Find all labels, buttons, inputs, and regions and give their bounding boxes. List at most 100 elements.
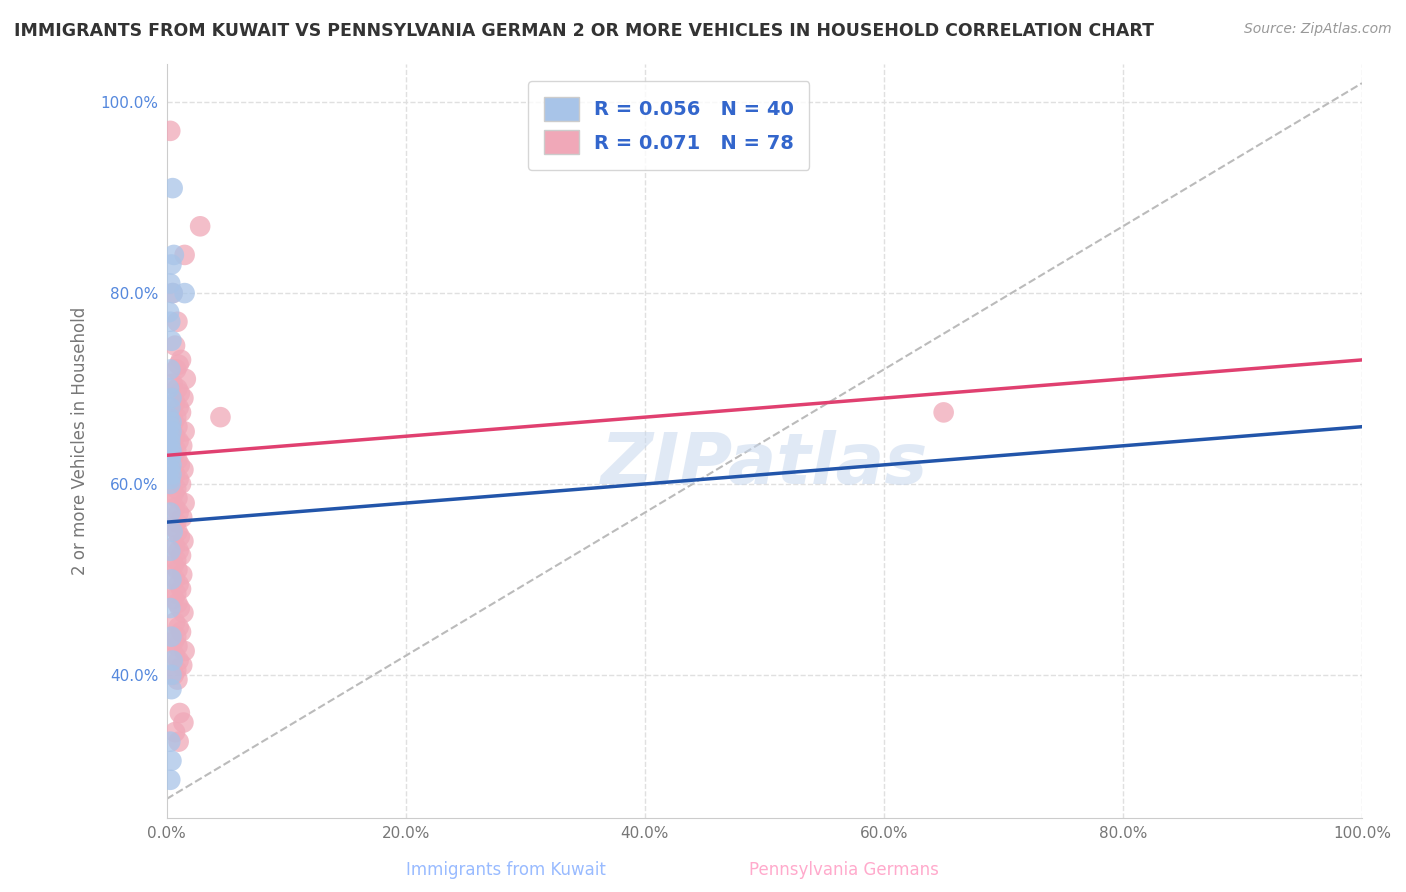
Point bbox=[166, 563, 188, 577]
Point bbox=[162, 376, 184, 391]
Point bbox=[167, 401, 190, 415]
Text: Source: ZipAtlas.com: Source: ZipAtlas.com bbox=[1244, 22, 1392, 37]
Point bbox=[159, 477, 181, 491]
Point bbox=[166, 524, 188, 539]
Point bbox=[166, 491, 188, 506]
Point bbox=[159, 772, 181, 787]
Point bbox=[165, 396, 187, 410]
Point bbox=[165, 410, 187, 425]
Point bbox=[165, 663, 187, 677]
Point bbox=[160, 415, 183, 429]
Point bbox=[166, 673, 188, 687]
Point bbox=[172, 715, 194, 730]
Point bbox=[165, 630, 187, 644]
Point bbox=[172, 606, 194, 620]
Point bbox=[165, 553, 187, 567]
Text: Immigrants from Kuwait: Immigrants from Kuwait bbox=[406, 861, 606, 879]
Point bbox=[174, 372, 197, 386]
Point bbox=[159, 439, 181, 453]
Point bbox=[932, 405, 955, 419]
Point bbox=[160, 682, 183, 697]
Point bbox=[165, 467, 187, 482]
Point bbox=[167, 653, 190, 667]
Point bbox=[160, 754, 183, 768]
Point bbox=[167, 543, 190, 558]
Point bbox=[209, 410, 232, 425]
Point bbox=[165, 573, 187, 587]
Point bbox=[165, 429, 187, 443]
Point bbox=[165, 362, 187, 376]
Point bbox=[165, 443, 187, 458]
Point bbox=[163, 591, 186, 606]
Point bbox=[169, 601, 191, 615]
Y-axis label: 2 or more Vehicles in Household: 2 or more Vehicles in Household bbox=[72, 307, 89, 575]
Text: IMMIGRANTS FROM KUWAIT VS PENNSYLVANIA GERMAN 2 OR MORE VEHICLES IN HOUSEHOLD CO: IMMIGRANTS FROM KUWAIT VS PENNSYLVANIA G… bbox=[14, 22, 1154, 40]
Point bbox=[159, 401, 181, 415]
Point bbox=[173, 248, 195, 262]
Point bbox=[160, 425, 183, 439]
Point bbox=[160, 448, 183, 462]
Point bbox=[159, 453, 181, 467]
Point bbox=[160, 334, 183, 348]
Point bbox=[159, 124, 181, 138]
Point bbox=[167, 577, 190, 591]
Point bbox=[166, 596, 188, 610]
Point bbox=[160, 257, 183, 271]
Point bbox=[172, 658, 194, 673]
Point bbox=[167, 734, 190, 748]
Point bbox=[166, 639, 188, 653]
Point bbox=[165, 515, 187, 529]
Point bbox=[165, 482, 187, 496]
Point bbox=[173, 286, 195, 301]
Point bbox=[159, 315, 181, 329]
Point bbox=[169, 458, 191, 472]
Point bbox=[173, 644, 195, 658]
Point bbox=[159, 601, 181, 615]
Point bbox=[188, 219, 211, 234]
Point bbox=[172, 391, 194, 405]
Point bbox=[172, 510, 194, 524]
Point bbox=[160, 391, 183, 405]
Point bbox=[163, 520, 186, 534]
Point bbox=[166, 453, 188, 467]
Point bbox=[166, 382, 188, 396]
Point bbox=[162, 181, 184, 195]
Point bbox=[157, 410, 180, 425]
Point bbox=[159, 434, 181, 448]
Point bbox=[166, 315, 188, 329]
Point bbox=[162, 524, 184, 539]
Point bbox=[170, 352, 193, 367]
Point bbox=[159, 472, 181, 486]
Point bbox=[167, 472, 190, 486]
Point bbox=[166, 419, 188, 434]
Point bbox=[172, 439, 194, 453]
Point bbox=[165, 587, 187, 601]
Point bbox=[170, 477, 193, 491]
Point bbox=[167, 506, 190, 520]
Point bbox=[163, 415, 186, 429]
Point bbox=[159, 734, 181, 748]
Point bbox=[170, 624, 193, 639]
Point bbox=[159, 463, 181, 477]
Legend: R = 0.056   N = 40, R = 0.071   N = 78: R = 0.056 N = 40, R = 0.071 N = 78 bbox=[527, 81, 810, 169]
Point bbox=[163, 668, 186, 682]
Point bbox=[159, 277, 181, 291]
Point bbox=[162, 286, 184, 301]
Point bbox=[163, 558, 186, 573]
Point bbox=[170, 582, 193, 596]
Point bbox=[157, 305, 180, 319]
Text: Pennsylvania Germans: Pennsylvania Germans bbox=[748, 861, 939, 879]
Point bbox=[169, 529, 191, 543]
Point bbox=[162, 286, 184, 301]
Point bbox=[172, 463, 194, 477]
Point bbox=[159, 429, 181, 443]
Point bbox=[172, 534, 194, 549]
Point bbox=[173, 496, 195, 510]
Point bbox=[165, 500, 187, 515]
Point bbox=[165, 615, 187, 630]
Point bbox=[165, 648, 187, 663]
Point bbox=[159, 362, 181, 376]
Point bbox=[160, 573, 183, 587]
Text: ZIPatlas: ZIPatlas bbox=[600, 430, 928, 500]
Point bbox=[167, 358, 190, 372]
